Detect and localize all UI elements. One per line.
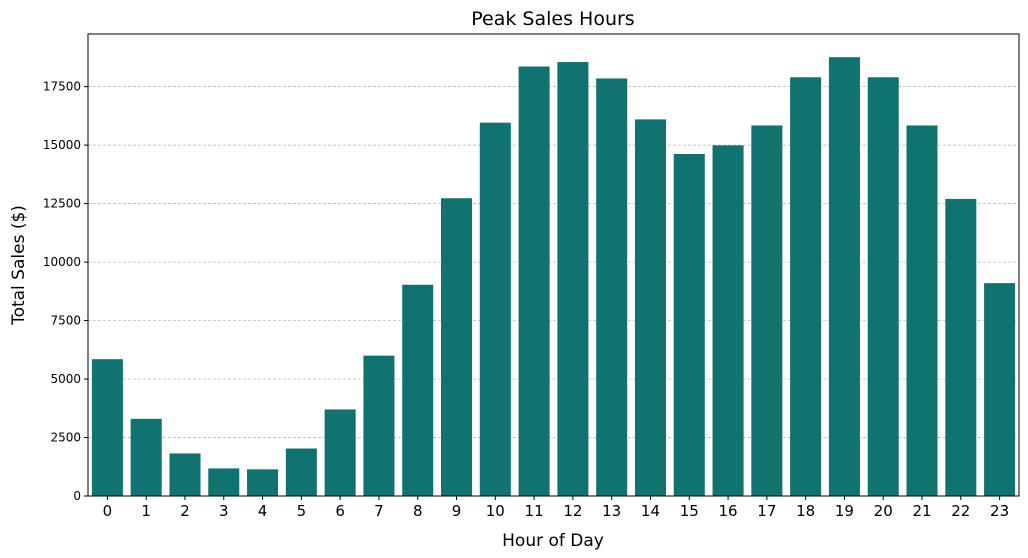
bar-hour-8 (402, 284, 434, 496)
bar-hour-5 (285, 448, 317, 496)
bar-hour-3 (208, 468, 240, 496)
x-tick-label: 15 (680, 502, 699, 520)
x-tick-label: 4 (258, 502, 268, 520)
bar-hour-6 (324, 409, 356, 496)
bar-hour-16 (712, 145, 744, 497)
x-tick-label: 23 (990, 502, 1009, 520)
x-tick-label: 13 (602, 502, 621, 520)
bar-hour-15 (673, 154, 705, 496)
y-axis-ticks: 0 2500 5000 7500 10000 12500 15000 17500 (43, 80, 88, 503)
x-tick-label: 5 (297, 502, 307, 520)
bar-hour-0 (91, 359, 123, 496)
y-tick-label: 5000 (50, 372, 81, 386)
bars (91, 57, 1016, 497)
x-tick-label: 8 (413, 502, 423, 520)
bar-hour-4 (247, 469, 279, 496)
bar-hour-7 (363, 355, 395, 496)
y-tick-label: 17500 (43, 80, 81, 94)
bar-hour-20 (867, 77, 899, 497)
x-tick-label: 18 (796, 502, 815, 520)
x-axis-ticks: 0 1 2 3 4 5 6 7 8 9 10 11 12 13 14 15 16 17 18 19 20 21 22 23 (103, 496, 1009, 520)
x-tick-label: 3 (219, 502, 229, 520)
x-tick-label: 12 (563, 502, 582, 520)
x-tick-label: 20 (874, 502, 893, 520)
x-tick-label: 16 (719, 502, 738, 520)
y-tick-label: 7500 (50, 314, 81, 328)
x-tick-label: 6 (335, 502, 345, 520)
bar-hour-14 (634, 119, 666, 497)
bar-hour-19 (828, 57, 860, 497)
x-tick-label: 2 (180, 502, 190, 520)
bar-hour-21 (906, 125, 938, 497)
bar-hour-23 (984, 283, 1016, 496)
x-axis-label: Hour of Day (502, 531, 604, 551)
y-tick-label: 10000 (43, 255, 81, 269)
bar-hour-22 (945, 198, 977, 497)
bar-hour-13 (596, 78, 628, 497)
x-tick-label: 17 (757, 502, 776, 520)
x-tick-label: 0 (103, 502, 113, 520)
x-tick-label: 11 (525, 502, 544, 520)
grid-lines (88, 86, 1019, 438)
bar-hour-1 (130, 418, 162, 496)
x-tick-label: 19 (835, 502, 854, 520)
x-tick-label: 10 (486, 502, 505, 520)
bar-hour-9 (441, 198, 473, 497)
x-tick-label: 9 (452, 502, 462, 520)
x-tick-label: 21 (912, 502, 931, 520)
bar-hour-17 (751, 125, 783, 497)
y-tick-label: 2500 (50, 431, 81, 445)
bar-hour-12 (557, 62, 589, 496)
y-tick-label: 0 (73, 489, 81, 503)
chart-title: Peak Sales Hours (471, 8, 634, 30)
bar-hour-10 (479, 122, 511, 496)
x-tick-label: 22 (951, 502, 970, 520)
bar-hour-11 (518, 66, 550, 496)
bar-hour-2 (169, 453, 201, 496)
y-axis-label: Total Sales ($) (9, 205, 29, 326)
y-tick-label: 12500 (43, 197, 81, 211)
x-tick-label: 14 (641, 502, 660, 520)
y-tick-label: 15000 (43, 138, 81, 152)
bar-hour-18 (790, 77, 822, 497)
plot-frame (87, 33, 1020, 497)
x-tick-label: 7 (374, 502, 384, 520)
x-tick-label: 1 (141, 502, 151, 520)
